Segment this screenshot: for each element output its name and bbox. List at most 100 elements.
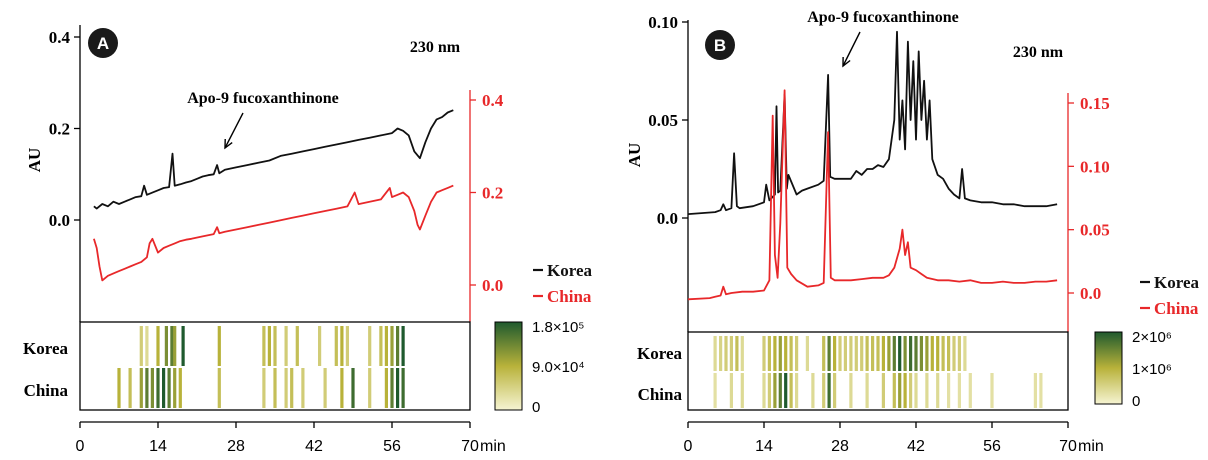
colorbar: 2×10⁶ 1×10⁶ 0 — [1094, 329, 1172, 410]
legend-label-china: China — [1154, 299, 1199, 318]
left-tick-label: 0.0 — [657, 209, 678, 228]
heatmap-cell — [340, 368, 344, 408]
heatmap-cell — [145, 368, 149, 408]
heatmap-cell — [156, 326, 160, 366]
heatmap-cell — [1033, 373, 1037, 408]
heatmap-cell — [379, 326, 383, 366]
heatmap-cell — [957, 336, 961, 371]
heatmap-cell — [318, 326, 322, 366]
heatmap-cell — [145, 326, 149, 366]
left-tick-label: 0.0 — [49, 211, 70, 230]
heatmap-frame — [79, 321, 471, 411]
x-axis: 0 14 28 42 56 70 min — [76, 421, 506, 455]
heatmap-cell — [767, 373, 771, 408]
heatmap-cell — [401, 368, 405, 408]
heatmap-cell — [947, 373, 951, 408]
heatmap-cell — [909, 373, 913, 408]
heatmap-cell — [805, 336, 809, 371]
y-axis-label: AU — [25, 148, 44, 173]
x-axis: 0 14 28 42 56 70 min — [684, 421, 1104, 455]
right-tick-label: 0.15 — [1080, 94, 1110, 113]
heatmap-cell — [784, 336, 788, 371]
series-line-korea — [687, 30, 1058, 215]
heatmap-cell — [284, 326, 288, 366]
heatmap-cell — [719, 336, 723, 371]
x-axis-unit: min — [1078, 438, 1104, 455]
heatmap-cell — [273, 326, 277, 366]
panel-label: B — [714, 36, 726, 55]
heatmap-cell — [262, 326, 266, 366]
left-tick-label: 0.2 — [49, 120, 70, 139]
heatmap-cell — [936, 336, 940, 371]
heatmap-cell — [903, 373, 907, 408]
panel-badge — [88, 28, 118, 58]
heatmap-cell — [396, 326, 400, 366]
heatmap-cell — [156, 368, 160, 408]
heatmap-cell — [887, 336, 891, 371]
legend: Korea China — [1140, 273, 1200, 318]
colorbar-label: 9.0×10⁴ — [532, 359, 585, 376]
heatmap-cell — [295, 326, 299, 366]
x-tick-label: 42 — [907, 438, 925, 455]
x-tick-label: 0 — [684, 438, 693, 455]
heatmap-cell — [892, 336, 896, 371]
heatmap-cell — [849, 336, 853, 371]
heatmap-row-label: Korea — [23, 339, 69, 358]
heatmap-cell — [162, 368, 166, 408]
annotation-arrow — [224, 112, 244, 149]
heatmap-cell — [778, 336, 782, 371]
annotation-label: Apo-9 fucoxanthinone — [187, 90, 339, 107]
heatmap-cell — [273, 368, 277, 408]
left-tick-label: 0.4 — [49, 28, 71, 47]
annotation-arrowhead — [224, 138, 233, 150]
heatmap-cell — [898, 336, 902, 371]
heatmap-cell — [729, 336, 733, 371]
heatmap-cell — [957, 373, 961, 408]
heatmap-cell — [778, 373, 782, 408]
panel-label: A — [97, 34, 109, 53]
legend-label-korea: Korea — [547, 261, 593, 280]
heatmap-cell — [898, 373, 902, 408]
heatmap-cell — [876, 336, 880, 371]
heatmap-cell — [822, 373, 826, 408]
heatmap-cell — [784, 373, 788, 408]
legend-label-china: China — [547, 287, 592, 306]
wavelength-label: 230 nm — [1013, 44, 1064, 61]
heatmap-cell — [795, 336, 799, 371]
heatmap-cell — [914, 373, 918, 408]
heatmap-cell — [167, 368, 171, 408]
x-tick-label: 56 — [383, 438, 401, 455]
heatmap-frame — [687, 331, 1069, 411]
heatmap-row-label: China — [24, 381, 69, 400]
heatmap-cell — [968, 373, 972, 408]
heatmap-cell — [892, 373, 896, 408]
heatmap-cell — [881, 336, 885, 371]
heatmap-cell — [947, 336, 951, 371]
plot-area: 0.0 0.2 0.4 0.0 0.2 0.4 AU — [25, 25, 504, 322]
heatmap-cell — [139, 368, 143, 408]
right-tick-label: 0.10 — [1080, 157, 1110, 176]
colorbar-rect — [494, 321, 523, 411]
x-tick-label: 56 — [983, 438, 1001, 455]
heatmap-cell — [396, 368, 400, 408]
heatmap-cell — [713, 336, 717, 371]
heatmap-cell — [773, 373, 777, 408]
heatmap-cell — [351, 368, 355, 408]
heatmap-cell — [919, 336, 923, 371]
heatmap-cell — [178, 368, 182, 408]
series-line-korea — [93, 109, 454, 210]
panel-a: 0.0 0.2 0.4 0.0 0.2 0.4 AU A 230 nm Apo-9 fucoxan… — [23, 25, 593, 455]
heatmap-cell — [217, 326, 221, 366]
heatmap-cell — [789, 373, 793, 408]
heatmap-cell — [936, 373, 940, 408]
heatmap-cell — [217, 368, 221, 408]
heatmap-cell — [952, 336, 956, 371]
heatmap-cell — [767, 336, 771, 371]
heatmap-cell — [390, 368, 394, 408]
heatmap-cell — [930, 336, 934, 371]
heatmap-cell — [990, 373, 994, 408]
annotation-label: Apo-9 fucoxanthinone — [807, 9, 959, 26]
x-tick-label: 28 — [831, 438, 849, 455]
heatmap-cell — [865, 373, 869, 408]
